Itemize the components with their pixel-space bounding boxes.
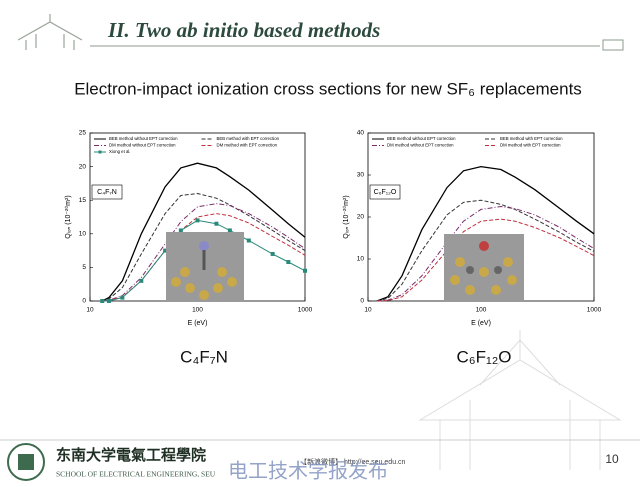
school-emblem-core bbox=[18, 454, 34, 470]
x-axis-label: E (eV) bbox=[471, 320, 491, 327]
data-point bbox=[195, 218, 200, 223]
publisher: 电工技术学报发布 bbox=[228, 459, 388, 482]
y-axis-label: Qᵢₒₙ (10⁻²⁰m²) bbox=[64, 195, 72, 238]
data-point bbox=[303, 268, 307, 273]
series-line bbox=[376, 205, 595, 302]
school-emblem bbox=[7, 443, 45, 481]
data-point bbox=[227, 228, 232, 233]
series-line bbox=[376, 165, 595, 302]
school-name: 东南大学電氣工程學院 bbox=[56, 446, 206, 464]
x-tick-label: 10 bbox=[86, 307, 94, 314]
legend-label: DM method with EPT correction bbox=[500, 143, 561, 148]
series-line bbox=[376, 218, 595, 302]
slide-subtitle: Electron-impact ionization cross section… bbox=[74, 79, 582, 98]
data-point bbox=[163, 248, 168, 253]
molecule-image bbox=[166, 232, 244, 302]
building-sketch bbox=[418, 330, 622, 470]
x-tick-label: 100 bbox=[192, 307, 203, 314]
y-tick-label: 5 bbox=[82, 264, 86, 271]
data-point bbox=[178, 228, 183, 233]
y-tick-label: 25 bbox=[79, 130, 87, 137]
series-line bbox=[376, 199, 595, 302]
molecule-image bbox=[444, 234, 524, 302]
y-tick-label: 0 bbox=[82, 298, 86, 305]
legend-label: DM method without EPT correction bbox=[387, 143, 454, 148]
legend-label: BEB method with EPT correction bbox=[500, 136, 563, 141]
y-tick-label: 10 bbox=[79, 231, 87, 238]
data-point bbox=[106, 299, 111, 303]
legend-label: BEB method without EPT correction bbox=[387, 136, 456, 141]
series-line bbox=[102, 203, 306, 302]
data-point bbox=[286, 260, 291, 265]
slide-title: II. Two ab initio based methods bbox=[107, 18, 380, 42]
series-line bbox=[101, 162, 306, 302]
data-point bbox=[214, 221, 219, 226]
y-axis-label: Qᵢₒₙ (10⁻²⁰m²) bbox=[342, 195, 350, 238]
annotation-box bbox=[91, 184, 123, 200]
y-tick-label: 10 bbox=[357, 256, 365, 263]
x-axis-label: E (eV) bbox=[188, 320, 208, 327]
x-tick-label: 1000 bbox=[298, 307, 313, 314]
caption: C₄F₇N bbox=[180, 347, 228, 366]
data-point bbox=[246, 238, 251, 243]
caption: C₆F₁₂O bbox=[456, 347, 511, 366]
annotation-box bbox=[369, 184, 401, 200]
annotation: C₆F₁₂O bbox=[374, 189, 397, 196]
y-tick-label: 40 bbox=[357, 130, 365, 137]
data-point bbox=[120, 295, 125, 300]
y-tick-label: 20 bbox=[357, 214, 365, 221]
legend-label: BEB method with EPT correction bbox=[217, 136, 280, 141]
legend-label: DM method with EPT correction bbox=[217, 143, 278, 148]
data-point bbox=[100, 299, 105, 303]
x-tick-label: 100 bbox=[476, 307, 487, 314]
data-point bbox=[139, 278, 144, 283]
y-tick-label: 20 bbox=[79, 163, 87, 170]
y-tick-label: 30 bbox=[357, 172, 365, 179]
y-tick-label: 15 bbox=[79, 197, 87, 204]
legend-label: DM method without EPT correction bbox=[109, 143, 176, 148]
x-tick-label: 1000 bbox=[587, 307, 602, 314]
header-ornament bbox=[602, 39, 624, 51]
data-point bbox=[270, 251, 275, 256]
legend-label: BEB method without EPT correction bbox=[109, 136, 178, 141]
series-line bbox=[102, 192, 306, 302]
school-english: SCHOOL OF ELECTRICAL ENGINEERING, SEU bbox=[56, 470, 216, 479]
watermark: 【新浪微博】 http://ee.seu.edu.cn bbox=[300, 457, 406, 466]
header-logo bbox=[17, 14, 83, 50]
legend-marker bbox=[98, 150, 102, 154]
legend-label: Xiong et al. bbox=[109, 149, 131, 154]
x-tick-label: 10 bbox=[364, 307, 372, 314]
y-tick-label: 0 bbox=[360, 298, 364, 305]
annotation: C₄F₇N bbox=[97, 189, 117, 196]
page-number: 10 bbox=[605, 452, 619, 466]
